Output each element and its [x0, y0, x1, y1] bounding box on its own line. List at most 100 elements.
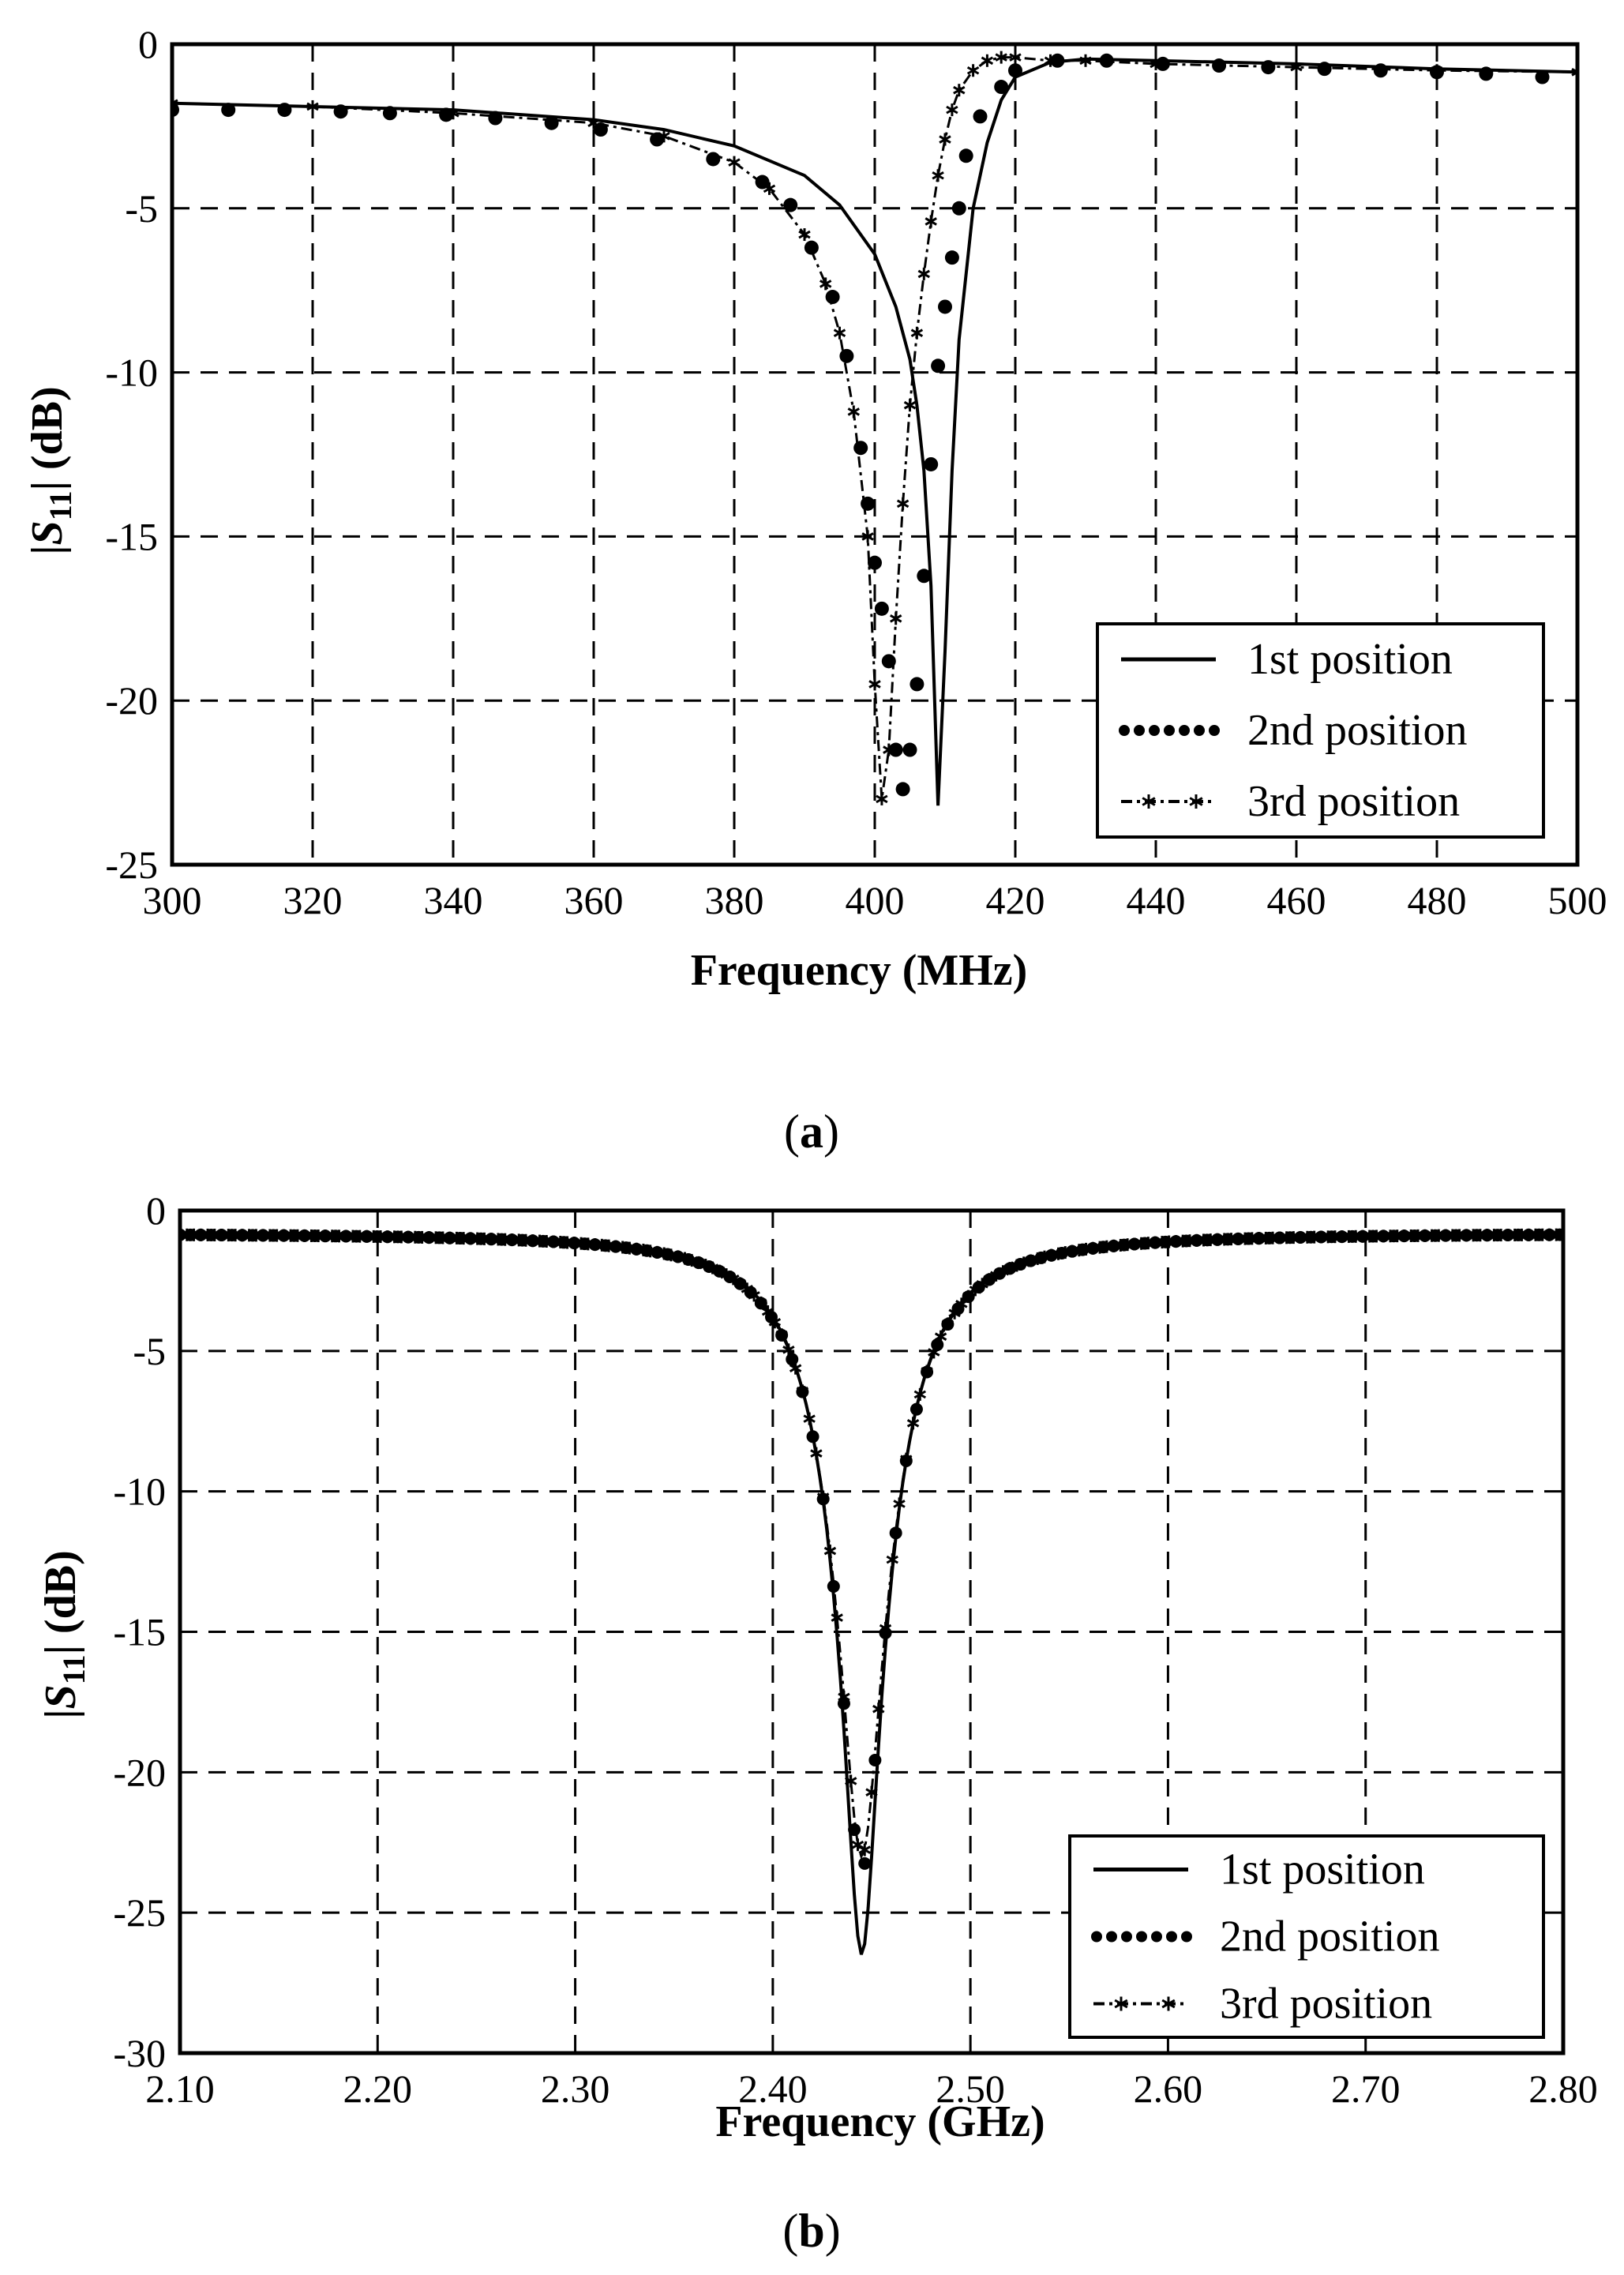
y-axis-label-a-symbol: S [23, 520, 72, 545]
data-point-3rd-position [981, 54, 994, 67]
panel-label-b-letter: b [798, 2205, 824, 2257]
data-point-2nd-position [853, 441, 868, 456]
data-point-2nd-position [1008, 63, 1022, 78]
x-tick-label: 2.80 [1528, 2067, 1598, 2111]
data-point-2nd-position [277, 103, 292, 118]
x-tick-label: 2.10 [145, 2067, 215, 2111]
data-point-3rd-position [921, 1365, 933, 1378]
data-point-3rd-position [879, 1622, 892, 1635]
data-point-2nd-position [825, 290, 840, 305]
data-point-3rd-position [872, 1702, 885, 1716]
x-tick-label: 380 [705, 878, 764, 922]
data-point-3rd-position [845, 1774, 857, 1788]
legend-label: 2nd position [1220, 1913, 1439, 1962]
series-group [172, 51, 1577, 806]
curves-a [172, 51, 1577, 806]
data-point-3rd-position [955, 1297, 968, 1311]
x-tick-label: 2.70 [1331, 2067, 1401, 2111]
data-point-2nd-position [888, 742, 903, 757]
legend-marker [1189, 794, 1203, 809]
x-tick-label: 440 [1127, 878, 1186, 922]
data-point-3rd-position [1031, 1252, 1044, 1265]
data-point-3rd-position [789, 1361, 802, 1375]
y-tick-label: -20 [105, 678, 158, 723]
data-point-3rd-position [969, 1283, 982, 1297]
x-axis-label-a: Frequency (MHz) [691, 946, 1028, 995]
legend-marker [1114, 1996, 1128, 2011]
legend-label: 2nd position [1247, 706, 1467, 755]
data-point-3rd-position [1079, 54, 1092, 67]
plot-frame-b [178, 1208, 1566, 2055]
data-point-3rd-position [896, 497, 910, 510]
panel-label-b-open: ( [782, 2205, 798, 2257]
y-tick-label: 0 [146, 1188, 166, 1233]
x-tick-label: 360 [564, 878, 624, 922]
data-point-2nd-position [544, 115, 559, 130]
x-tick-label: 340 [424, 878, 483, 922]
y-axis-label-a: |S11| (dB) [23, 386, 78, 554]
data-point-2nd-position [889, 1526, 902, 1540]
data-point-2nd-position [839, 348, 854, 363]
legend-swatch-dots [1119, 725, 1220, 736]
data-point-3rd-position [685, 1254, 698, 1267]
data-point-3rd-position [889, 612, 902, 625]
data-point-3rd-position [913, 1387, 927, 1401]
y-tick-label: -5 [125, 186, 158, 231]
data-point-2nd-position [958, 148, 973, 163]
data-point-2nd-position [221, 103, 236, 118]
data-point-3rd-position [1024, 1254, 1037, 1267]
data-point-3rd-position [946, 103, 958, 117]
data-point-3rd-position [934, 1330, 947, 1343]
legend-label: 3rd position [1220, 1980, 1432, 2029]
data-point-2nd-position [382, 106, 397, 121]
x-tick-label: 400 [846, 878, 905, 922]
data-point-3rd-position [847, 405, 861, 419]
data-point-2nd-position [1099, 53, 1114, 68]
data-point-2nd-position [848, 1823, 861, 1837]
chart-panel-b: 0-5-10-15-20-25-30 2.10 2.20 2.30 2.40 2.50 2… [36, 1188, 1598, 2257]
data-point-3rd-position [306, 99, 319, 113]
series-group [180, 1228, 1563, 1955]
data-point-2nd-position [994, 80, 1009, 95]
legend-item: 2nd position [1119, 706, 1467, 755]
series-3rd-position-markers [180, 1228, 1563, 1856]
data-point-3rd-position [838, 1690, 850, 1703]
x-tick-label: 480 [1408, 878, 1467, 922]
x-axis-label-b: Frequency (GHz) [715, 2097, 1045, 2146]
legend-swatch-dashdot [1121, 794, 1216, 809]
data-point-2nd-position [938, 299, 952, 314]
series-2nd-position [172, 53, 1550, 797]
data-point-3rd-position [1018, 1256, 1030, 1270]
data-point-2nd-position [1479, 66, 1494, 81]
y-tick-labels-b: 0 -5 -10 -15 -20 -25 -30 [113, 1188, 166, 2075]
data-point-3rd-position [823, 1545, 837, 1558]
data-point-3rd-position [876, 792, 888, 805]
data-point-2nd-position [858, 1856, 872, 1870]
data-point-2nd-position [837, 1697, 850, 1710]
panel-label-b-close: ) [825, 2205, 841, 2257]
y-tick-label: -15 [113, 1610, 166, 1654]
y-tick-labels-a: 0 -5 -10 -15 -20 -25 [105, 22, 158, 887]
data-point-3rd-position [1011, 1259, 1023, 1272]
data-point-3rd-position [728, 156, 741, 169]
y-tick-label: -10 [113, 1470, 166, 1514]
legend-b: 1st position 2nd position 3rd position [1068, 1834, 1545, 2039]
data-point-3rd-position [658, 130, 670, 143]
y-tick-label: -25 [113, 1890, 166, 1935]
data-point-3rd-position [910, 326, 924, 340]
x-tick-label: 460 [1267, 878, 1326, 922]
data-point-3rd-position [903, 399, 917, 412]
y-axis-label-a-prefix: | [23, 545, 72, 554]
x-tick-label: 500 [1548, 878, 1607, 922]
curves-b [180, 1228, 1563, 1955]
data-point-3rd-position [861, 530, 874, 543]
data-point-3rd-position [816, 1490, 830, 1504]
legend-label: 1st position [1247, 635, 1453, 684]
data-point-3rd-position [941, 1317, 955, 1331]
data-point-3rd-position [917, 267, 931, 280]
data-point-2nd-position [1155, 56, 1170, 71]
data-point-2nd-position [910, 677, 925, 692]
data-point-2nd-position [917, 569, 932, 584]
data-point-3rd-position [672, 1250, 684, 1263]
series-3rd-position-markers [172, 51, 1577, 805]
